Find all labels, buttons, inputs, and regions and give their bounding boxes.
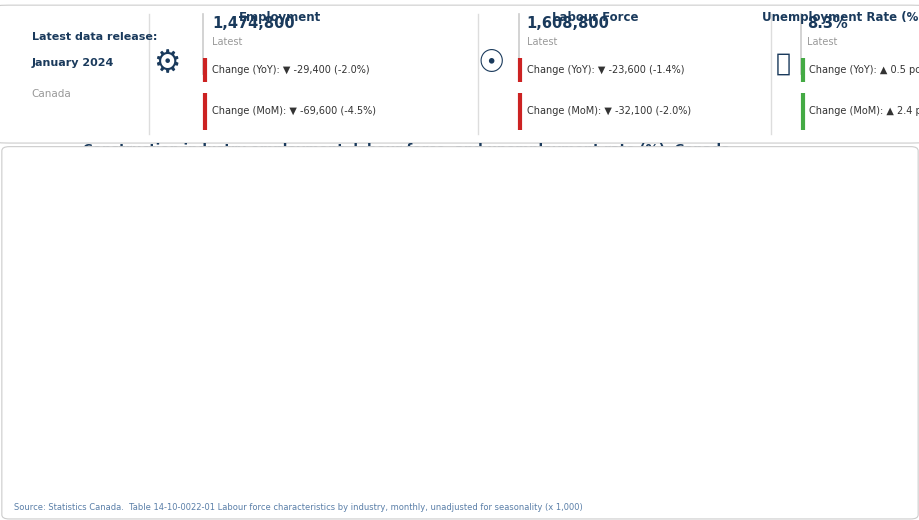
Text: Change (MoM): ▼ -69,600 (-4.5%): Change (MoM): ▼ -69,600 (-4.5%) (211, 106, 376, 116)
Text: January 2024: January 2024 (31, 58, 114, 69)
Text: 1,608,800: 1,608,800 (527, 16, 609, 31)
Text: Change (YoY): ▲ 0.5 pct. points: Change (YoY): ▲ 0.5 pct. points (808, 65, 919, 75)
Y-axis label: Unemployment rate (%): Unemployment rate (%) (898, 230, 907, 365)
Text: Latest data release:: Latest data release: (31, 32, 157, 42)
Text: Change (MoM): ▲ 2.4 pct. points: Change (MoM): ▲ 2.4 pct. points (808, 106, 919, 116)
Legend: Employment, Labour force, Unemployment rate (right axis): Employment, Labour force, Unemployment r… (83, 161, 443, 179)
Y-axis label: Number of workers: Number of workers (5, 244, 15, 351)
Text: Change (YoY): ▼ -29,400 (-2.0%): Change (YoY): ▼ -29,400 (-2.0%) (211, 65, 369, 75)
Text: ⚙: ⚙ (153, 49, 180, 78)
Text: Latest: Latest (211, 37, 243, 47)
Text: Change (YoY): ▼ -23,600 (-1.4%): Change (YoY): ▼ -23,600 (-1.4%) (527, 65, 684, 75)
Text: Construction industry employment, labour force, and unemployment rate (%), Canad: Construction industry employment, labour… (83, 143, 729, 156)
Text: Canada: Canada (31, 89, 72, 99)
Text: Unemployment Rate (%): Unemployment Rate (%) (762, 10, 919, 23)
Text: 🔍: 🔍 (775, 51, 789, 75)
Text: Source: Statistics Canada.  Table 14-10-0022-01 Labour force characteristics by : Source: Statistics Canada. Table 14-10-0… (14, 503, 582, 512)
Text: ☉: ☉ (477, 49, 505, 78)
Text: Labour Force: Labour Force (551, 10, 638, 23)
Text: 8.3%: 8.3% (806, 16, 847, 31)
Text: Latest: Latest (806, 37, 836, 47)
Text: Change (MoM): ▼ -32,100 (-2.0%): Change (MoM): ▼ -32,100 (-2.0%) (527, 106, 690, 116)
Text: Latest: Latest (527, 37, 557, 47)
FancyBboxPatch shape (0, 5, 919, 143)
Text: Employment: Employment (238, 10, 321, 23)
Text: 1,474,800: 1,474,800 (211, 16, 294, 31)
